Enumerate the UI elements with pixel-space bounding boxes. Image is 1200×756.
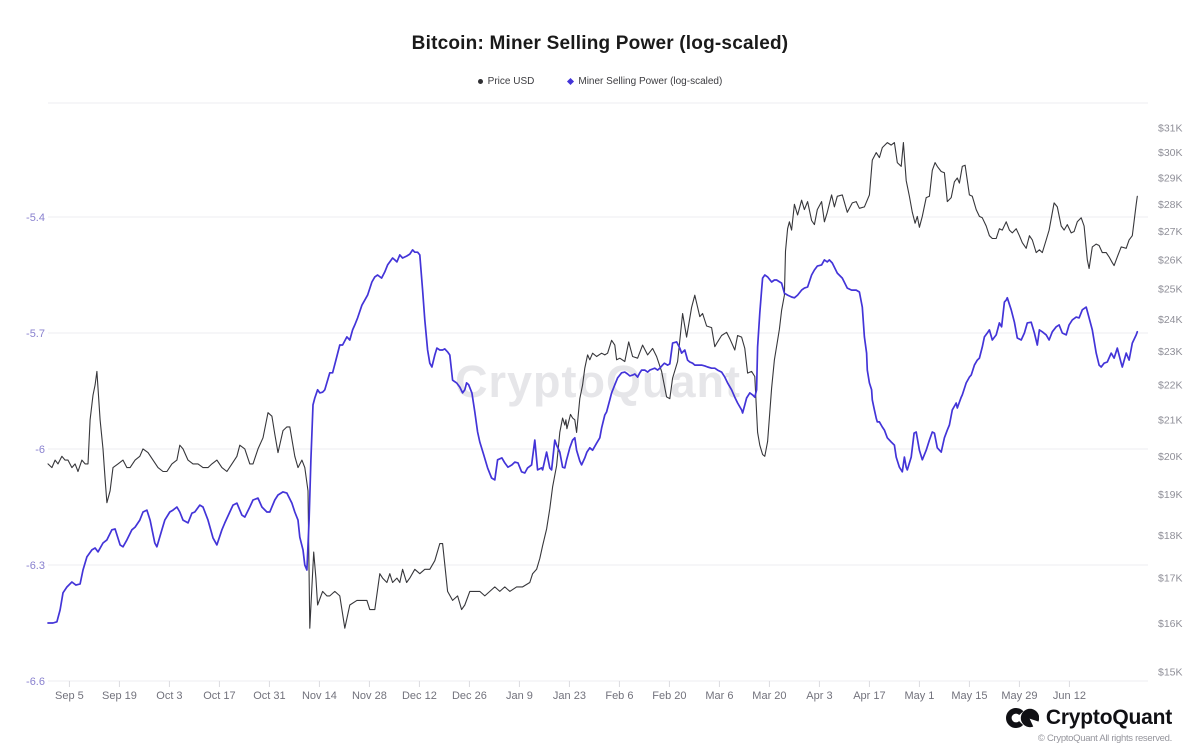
left-axis-tick-label: -5.4 <box>26 212 45 224</box>
legend-label-price-usd: Price USD <box>487 76 535 87</box>
x-axis-label: Sep 19 <box>102 690 137 702</box>
x-axis-label: Nov 28 <box>352 690 387 702</box>
x-axis-label: May 29 <box>1001 690 1037 702</box>
right-axis-tick-label: $19K <box>1158 489 1183 501</box>
right-axis-tick-label: $16K <box>1158 618 1183 630</box>
x-axis-label: Feb 6 <box>605 690 633 702</box>
left-axis-tick-label: -6.3 <box>26 560 45 572</box>
right-axis-tick-label: $22K <box>1158 379 1183 391</box>
x-axis-label: Mar 6 <box>705 690 733 702</box>
x-axis-label: Mar 20 <box>752 690 786 702</box>
right-axis-tick-label: $21K <box>1158 414 1183 426</box>
footer: CryptoQuant © CryptoQuant All rights res… <box>1005 705 1172 744</box>
x-axis-label: Feb 20 <box>652 690 686 702</box>
left-axis-tick-label: -6.6 <box>26 676 45 688</box>
x-axis-label: Oct 17 <box>203 690 235 702</box>
x-axis-label: May 1 <box>904 690 934 702</box>
series-line-price-usd[interactable] <box>47 142 1138 629</box>
x-axis-label: Apr 17 <box>853 690 885 702</box>
legend-item-price-usd[interactable]: Price USD <box>477 76 535 87</box>
x-axis-label: Oct 31 <box>253 690 285 702</box>
right-axis-tick-label: $23K <box>1158 346 1183 358</box>
cryptoquant-logo-icon <box>1005 708 1039 729</box>
right-axis-tick-label: $27K <box>1158 226 1183 238</box>
right-axis-tick-label: $25K <box>1158 284 1183 296</box>
x-axis-label: Nov 14 <box>302 690 337 702</box>
right-axis-tick-label: $20K <box>1158 451 1183 463</box>
x-axis-label: Dec 26 <box>452 690 487 702</box>
left-axis-tick-label: -6 <box>35 444 45 456</box>
right-axis-tick-label: $26K <box>1158 254 1183 266</box>
brand-name: CryptoQuant <box>1045 706 1172 729</box>
right-axis-tick-label: $15K <box>1158 666 1183 678</box>
x-axis-label: Jan 9 <box>506 690 533 702</box>
legend-label-miner-selling-power: Miner Selling Power (log-scaled) <box>578 76 723 87</box>
series-line-miner-selling-power[interactable] <box>47 249 1139 624</box>
x-axis-label: Jan 23 <box>553 690 586 702</box>
chart-title: Bitcoin: Miner Selling Power (log-scaled… <box>411 33 789 54</box>
x-axis-label: May 15 <box>951 690 987 702</box>
x-axis-label: Jun 12 <box>1053 690 1086 702</box>
price-series-dot-icon <box>477 79 483 84</box>
legend-item-miner-selling-power[interactable]: Miner Selling Power (log-scaled) <box>567 76 723 87</box>
x-axis-label: Apr 3 <box>806 690 832 702</box>
right-axis-tick-label: $28K <box>1158 199 1183 211</box>
right-axis-tick-label: $17K <box>1158 573 1183 585</box>
cryptoquant-brand[interactable]: CryptoQuant <box>1005 705 1172 731</box>
chart-legend: Price USD Miner Selling Power (log-scale… <box>0 76 1200 87</box>
cryptoquant-watermark: CryptoQuant <box>455 356 741 407</box>
x-axis-label: Oct 3 <box>156 690 182 702</box>
right-axis-tick-label: $24K <box>1158 314 1183 326</box>
copyright-text: © CryptoQuant All rights reserved. <box>1037 733 1172 744</box>
left-axis-tick-label: -5.7 <box>26 328 45 340</box>
right-axis-tick-label: $18K <box>1158 530 1183 542</box>
x-axis-label: Sep 5 <box>55 690 84 702</box>
right-axis-tick-label: $30K <box>1158 147 1183 159</box>
right-axis-tick-label: $29K <box>1158 172 1183 184</box>
right-axis-tick-label: $31K <box>1158 123 1183 135</box>
x-axis-label: Dec 12 <box>402 690 437 702</box>
